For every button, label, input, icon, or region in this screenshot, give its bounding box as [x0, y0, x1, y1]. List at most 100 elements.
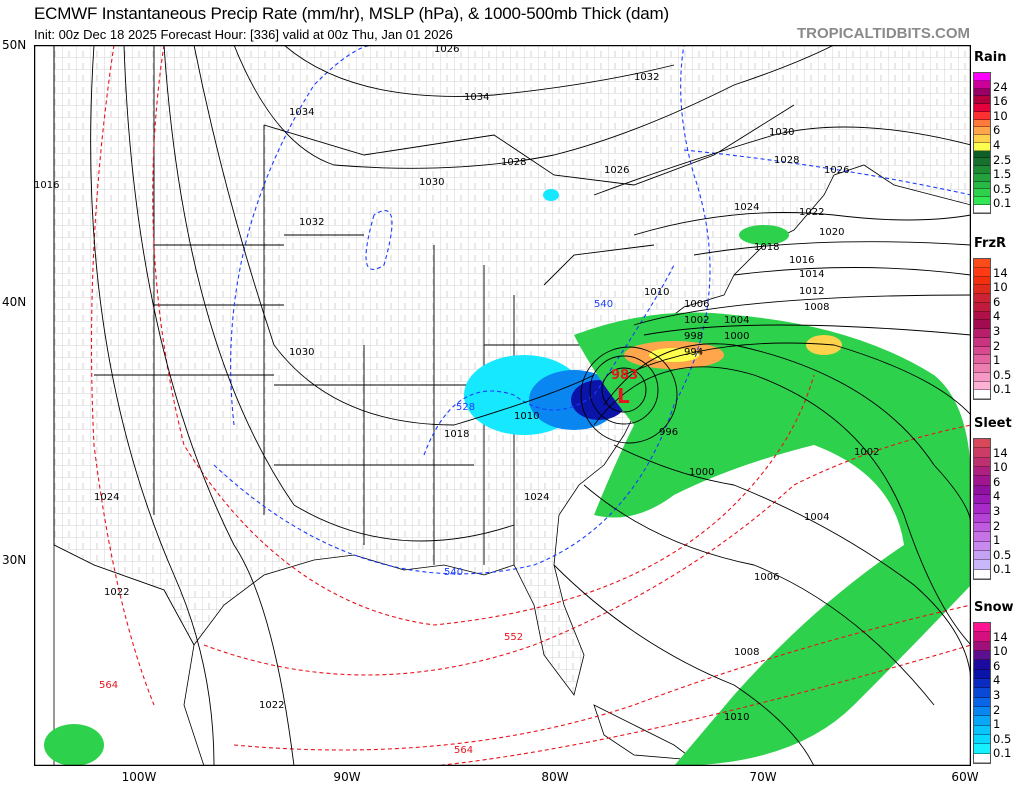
colorbar-label: 6	[993, 123, 1001, 138]
colorbar-swatch	[974, 166, 990, 174]
thickness-label: 564	[99, 680, 118, 691]
legend-title-sleet: Sleet	[974, 416, 1012, 431]
colorbar-swatch	[974, 355, 990, 364]
colorbar-swatch	[974, 550, 990, 561]
colorbar-label: 3	[993, 323, 1001, 338]
isobar-label: 996	[659, 427, 678, 438]
isobar-label: 1002	[854, 447, 879, 458]
thickness-label: 564	[454, 745, 473, 756]
isobar-label: 1026	[434, 45, 459, 55]
colorbar-label: 0.1	[993, 382, 1012, 397]
colorbar-swatch	[974, 294, 990, 303]
colorbar-swatch	[974, 276, 990, 286]
colorbar-swatch	[974, 73, 990, 81]
lat-label-40n: 40N	[2, 295, 27, 309]
colorbar-swatch	[974, 337, 990, 347]
mexico-land	[53, 544, 205, 766]
isobar-label: 1030	[419, 177, 444, 188]
colorbar-swatch	[974, 96, 990, 105]
isobar-label: 1006	[684, 299, 709, 310]
isobar-label: 1022	[799, 207, 824, 218]
colorbar-swatch	[974, 476, 990, 486]
colorbar-label: 6	[993, 294, 1001, 309]
colorbar-swatch	[974, 119, 990, 128]
isobar-label: 1032	[299, 217, 324, 228]
colorbar-label: 3	[993, 503, 1001, 518]
colorbar-swatch	[974, 494, 990, 505]
thickness-label: 540	[444, 567, 463, 578]
colorbar-swatch	[974, 560, 990, 570]
colorbar-swatch	[974, 688, 990, 698]
isobar-label: 1030	[289, 347, 314, 358]
colorbar-swatch	[974, 329, 990, 338]
isobar-label: 1018	[754, 242, 779, 253]
colorbar-swatch	[974, 513, 990, 523]
lon-label-80w: 80W	[541, 770, 569, 784]
lat-label-30n: 30N	[2, 553, 27, 567]
isobar-label: 1020	[819, 227, 844, 238]
colorbar-swatch	[974, 285, 990, 294]
lat-label-50n: 50N	[2, 38, 27, 52]
colorbar-swatch	[974, 267, 990, 277]
colorbar-swatch	[974, 372, 990, 382]
colorbar-swatch	[974, 448, 990, 458]
isobar-label: 998	[684, 331, 703, 342]
isobar-label: 1014	[799, 269, 824, 280]
colorbar-label: 1	[993, 353, 1001, 368]
precip-field	[44, 189, 971, 766]
isobar-label: 1024	[94, 492, 119, 503]
colorbar-label: 4	[993, 137, 1001, 152]
legend-title-snow: Snow	[974, 600, 1014, 615]
legend-title-rain: Rain	[974, 50, 1007, 65]
colorbar-swatch	[974, 641, 990, 651]
colorbar-swatch	[974, 632, 990, 642]
colorbar-swatch	[974, 381, 990, 391]
colorbar-sleet	[973, 438, 991, 580]
colorbar-label: 24	[993, 79, 1008, 94]
isobar-label: 1004	[724, 315, 749, 326]
isobar-label: 1026	[824, 165, 849, 176]
colorbar-swatch	[974, 734, 990, 745]
colorbar-label: 14	[993, 445, 1008, 460]
colorbar-label: 2	[993, 702, 1001, 717]
colorbar-label: 6	[993, 658, 1001, 673]
isobar-label: 1022	[259, 700, 284, 711]
colorbar-swatch	[974, 439, 990, 449]
isobar-label: 1024	[524, 492, 549, 503]
colorbar-label: 10	[993, 644, 1008, 659]
colorbar-frzr	[973, 258, 991, 400]
isobar-label: 1010	[644, 287, 669, 298]
isobar-label: 1004	[804, 512, 829, 523]
colorbar-label: 14	[993, 629, 1008, 644]
colorbar-label: 2	[993, 518, 1001, 533]
colorbar-swatch	[974, 88, 990, 97]
colorbar-swatch	[974, 669, 990, 679]
isobar-label: 1034	[289, 107, 314, 118]
thickness-labels: 540 528 540 552 564 564	[99, 299, 613, 756]
colorbar-swatch	[974, 104, 990, 112]
colorbar-label: 1	[993, 717, 1001, 732]
precip-snow-canada	[543, 189, 559, 201]
isobar-label: 1010	[514, 411, 539, 422]
precip-rain-band	[806, 335, 842, 355]
thickness-label: 540	[594, 299, 613, 310]
isobar-label: 1000	[689, 467, 714, 478]
colorbar-swatch	[974, 744, 990, 754]
isobar-label: 1030	[769, 127, 794, 138]
isobar-label: 1026	[604, 165, 629, 176]
colorbar-label: 0.5	[993, 547, 1012, 562]
colorbar-label: 0.1	[993, 196, 1012, 211]
colorbar-swatch	[974, 111, 990, 120]
isobar-labels: 1034 1034 1032 1032 1030 1030 1030 1028 1028 1026…	[34, 45, 879, 723]
colorbar-swatch	[974, 678, 990, 689]
colorbar-swatch	[974, 623, 990, 633]
colorbar-label: 4	[993, 673, 1001, 688]
low-pressure-symbol: L	[617, 384, 630, 408]
colorbar-label: 10	[993, 108, 1008, 123]
colorbar-swatch	[974, 457, 990, 467]
colorbar-label: 3	[993, 687, 1001, 702]
colorbar-swatch	[974, 522, 990, 533]
colorbar-swatch	[974, 150, 990, 159]
isobar-label: 1006	[754, 572, 779, 583]
